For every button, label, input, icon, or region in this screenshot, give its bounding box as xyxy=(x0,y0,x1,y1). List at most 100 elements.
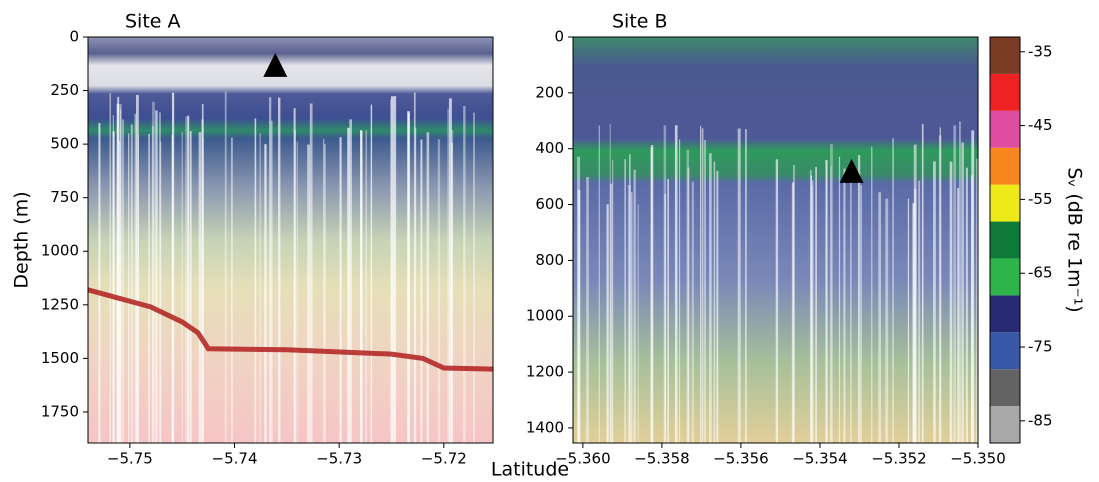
echogram-streak xyxy=(637,204,639,443)
echogram-streak xyxy=(198,132,202,443)
echogram-streak xyxy=(913,144,917,443)
echogram-streak xyxy=(370,104,373,443)
echogram-streak xyxy=(323,138,325,443)
echogram-streak xyxy=(148,133,150,443)
echogram-streak xyxy=(949,161,953,443)
echogram-streak xyxy=(939,127,942,443)
echogram-streak xyxy=(293,108,296,443)
plot-frame xyxy=(572,36,979,444)
y-tick-label: 750 xyxy=(50,188,79,206)
echogram-streak xyxy=(155,110,158,443)
x-tick-label: −5.356 xyxy=(713,450,769,468)
echogram-streak xyxy=(121,119,125,443)
echogram-streak xyxy=(451,142,453,443)
echogram-streak xyxy=(704,139,706,444)
panel-title: Site A xyxy=(125,11,181,33)
echogram-streak xyxy=(745,129,747,443)
colorbar-bin xyxy=(990,295,1020,333)
echogram-streak xyxy=(810,175,813,443)
echogram-streak xyxy=(347,127,350,443)
echogram-streak xyxy=(323,143,326,444)
echogram-streak xyxy=(151,101,155,443)
echogram-streak xyxy=(270,120,273,443)
echogram-streak xyxy=(365,130,368,444)
plot-frame xyxy=(87,36,494,444)
echogram-streak xyxy=(830,166,832,443)
echogram-streak xyxy=(269,97,272,444)
colorbar-tick-label: -75 xyxy=(1028,338,1053,356)
y-tick-label: 1750 xyxy=(41,402,79,420)
x-tick-label: −5.72 xyxy=(421,450,467,468)
echogram-streak xyxy=(811,186,813,443)
echogram-streak xyxy=(448,98,452,443)
y-tick-label: 1400 xyxy=(526,418,564,436)
echogram-streak xyxy=(137,135,139,443)
echogram-streak xyxy=(838,156,841,443)
echogram-streak xyxy=(187,115,190,443)
echogram-streak xyxy=(463,106,466,444)
echogram-streak xyxy=(109,93,111,443)
x-tick-label: −5.358 xyxy=(634,450,690,468)
echogram-streak xyxy=(264,144,267,443)
colorbar-tick-label: -35 xyxy=(1028,42,1053,60)
echogram-streak xyxy=(339,137,342,443)
x-tick-label: −5.75 xyxy=(107,450,153,468)
y-tick-label: 200 xyxy=(535,83,564,101)
echogram-streak xyxy=(701,128,704,444)
y-tick-label: 1200 xyxy=(526,363,564,381)
echogram-streak xyxy=(294,129,296,444)
panel-title: Site B xyxy=(612,11,668,33)
echogram-streak xyxy=(134,113,137,443)
echogram-streak xyxy=(296,141,298,444)
echogram-streak xyxy=(716,170,719,443)
echogram-streak xyxy=(713,161,716,443)
echogram-streak xyxy=(624,159,626,443)
echogram-streak xyxy=(971,130,975,443)
echogram-streak xyxy=(185,116,187,443)
x-tick-label: −5.350 xyxy=(950,450,1006,468)
echogram-background xyxy=(573,37,978,443)
echogram-streak xyxy=(606,204,609,443)
echogram-streak xyxy=(189,131,192,443)
echogram-streak xyxy=(119,140,121,443)
echogram-streak xyxy=(407,111,411,443)
colorbar-label: Sᵥ (dB re 1m⁻¹) xyxy=(1064,167,1086,312)
colorbar-bin xyxy=(990,110,1020,148)
echogram-streak xyxy=(961,142,964,444)
y-tick-label: 600 xyxy=(535,195,564,213)
echogram-streak xyxy=(307,144,310,444)
echogram-streak xyxy=(447,108,449,443)
colorbar-tick-label: -85 xyxy=(1028,411,1053,429)
x-tick-label: −5.352 xyxy=(871,450,927,468)
echogram-streak xyxy=(151,126,154,444)
colorbar-bin xyxy=(990,73,1020,111)
echogram-streak xyxy=(878,192,882,443)
echogram-streak xyxy=(918,180,921,443)
colorbar-bin xyxy=(990,369,1020,407)
echogram-streak xyxy=(737,128,741,443)
echogram-streak xyxy=(633,169,636,443)
echogram-streak xyxy=(612,159,614,443)
echogram-streak xyxy=(120,109,122,444)
echogram-streak xyxy=(843,168,846,443)
x-tick-label: −5.74 xyxy=(212,450,258,468)
echogram-streak xyxy=(413,92,416,443)
echogram-streak xyxy=(473,112,475,444)
echogram-streak xyxy=(912,203,915,443)
echogram-streak xyxy=(349,119,352,443)
colorbar-tick-label: -65 xyxy=(1028,264,1053,282)
colorbar-bin xyxy=(990,406,1020,443)
echogram-streak xyxy=(933,161,936,443)
echogram-streak xyxy=(825,160,828,443)
echogram-streak xyxy=(112,115,114,443)
echogram-streak xyxy=(871,146,873,443)
y-tick-label: 0 xyxy=(554,28,564,46)
echogram-streak xyxy=(278,97,281,444)
echogram-streak xyxy=(629,154,631,443)
x-tick-label: −5.360 xyxy=(555,450,611,468)
colorbar-frame xyxy=(989,36,1021,444)
echogram-streak xyxy=(691,181,694,443)
echogram-streak xyxy=(791,182,795,443)
echogram-streak xyxy=(171,92,175,443)
x-axis-label: Latitude xyxy=(491,459,569,481)
